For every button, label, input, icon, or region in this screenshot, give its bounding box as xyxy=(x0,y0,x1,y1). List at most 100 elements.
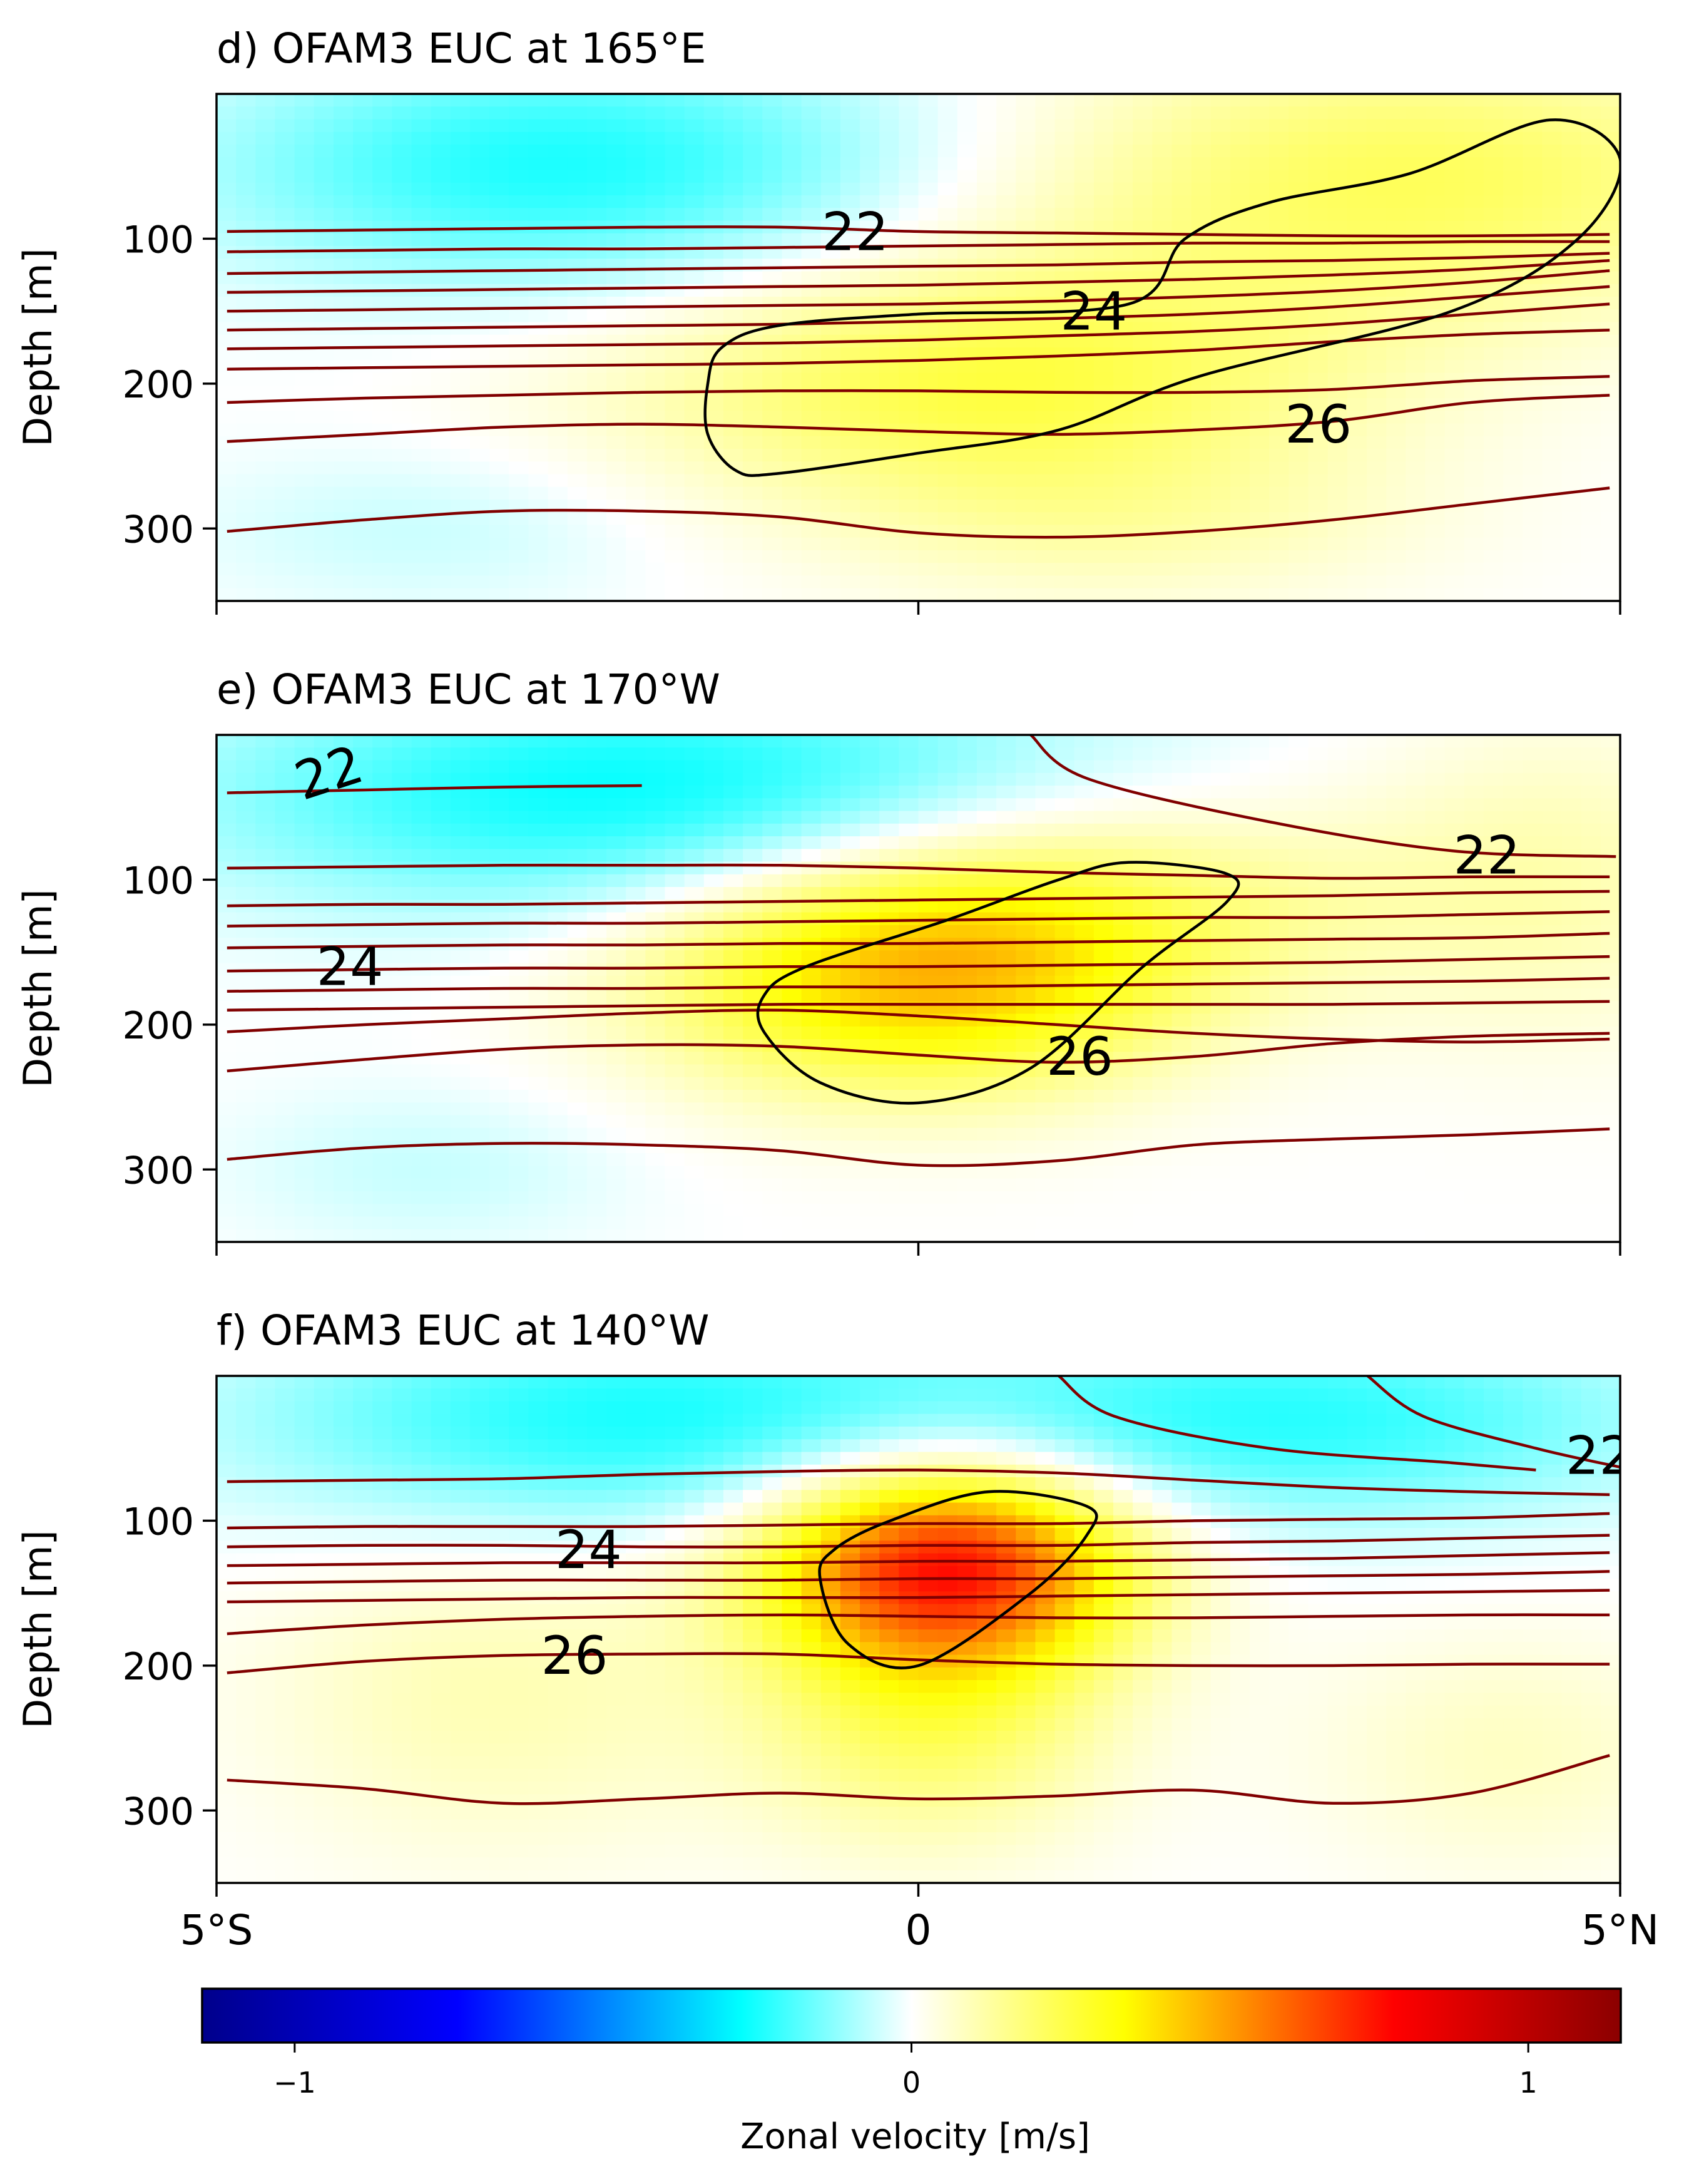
velocity-cell xyxy=(743,849,763,862)
velocity-cell xyxy=(1464,183,1484,196)
velocity-cell xyxy=(1016,786,1036,799)
velocity-cell xyxy=(685,563,705,576)
velocity-cell xyxy=(626,1141,646,1154)
velocity-cell xyxy=(1523,335,1543,348)
velocity-cell xyxy=(1562,449,1582,462)
velocity-cell xyxy=(509,386,529,399)
velocity-cell xyxy=(1152,576,1172,589)
velocity-cell xyxy=(1113,1014,1133,1027)
velocity-cell xyxy=(1562,259,1582,272)
velocity-cell xyxy=(938,761,958,774)
velocity-cell xyxy=(431,347,451,361)
velocity-cell xyxy=(1542,398,1562,411)
velocity-cell xyxy=(412,1077,432,1090)
velocity-cell xyxy=(860,272,880,285)
velocity-cell xyxy=(412,747,432,761)
velocity-cell xyxy=(1269,360,1289,373)
velocity-cell xyxy=(957,487,977,500)
velocity-cell xyxy=(1406,487,1426,500)
velocity-cell xyxy=(1581,309,1601,322)
velocity-cell xyxy=(548,849,568,862)
velocity-cell xyxy=(1562,500,1582,513)
velocity-cell xyxy=(1074,811,1095,824)
velocity-cell xyxy=(217,576,237,589)
velocity-cell xyxy=(1035,170,1055,183)
velocity-cell xyxy=(509,1077,529,1090)
velocity-cell xyxy=(451,525,471,538)
velocity-cell xyxy=(548,747,568,761)
velocity-cell xyxy=(587,120,607,133)
velocity-cell xyxy=(275,811,295,824)
velocity-cell xyxy=(919,1128,939,1141)
velocity-cell xyxy=(665,849,685,862)
velocity-cell xyxy=(860,563,880,576)
velocity-cell xyxy=(1425,120,1445,133)
velocity-cell xyxy=(587,836,607,849)
velocity-cell xyxy=(1484,106,1504,120)
velocity-cell xyxy=(217,761,237,774)
velocity-cell xyxy=(840,170,860,183)
velocity-cell xyxy=(236,436,256,449)
velocity-cell xyxy=(840,836,860,849)
velocity-cell xyxy=(802,1179,822,1192)
velocity-cell xyxy=(1113,424,1133,437)
velocity-cell xyxy=(860,1229,880,1243)
velocity-cell xyxy=(255,836,275,849)
velocity-cell xyxy=(451,106,471,120)
velocity-cell xyxy=(255,120,275,133)
velocity-cell xyxy=(1328,309,1348,322)
velocity-cell xyxy=(1523,550,1543,563)
velocity-cell xyxy=(1133,773,1153,786)
velocity-cell xyxy=(1425,576,1445,589)
velocity-cell xyxy=(451,398,471,411)
velocity-cell xyxy=(626,773,646,786)
velocity-cell xyxy=(743,183,763,196)
velocity-cell xyxy=(470,950,490,963)
velocity-cell xyxy=(451,550,471,563)
velocity-cell xyxy=(1074,563,1095,576)
velocity-cell xyxy=(802,272,822,285)
velocity-cell xyxy=(743,106,763,120)
velocity-cell xyxy=(957,411,977,424)
velocity-cell xyxy=(1542,106,1562,120)
velocity-cell xyxy=(568,538,588,551)
velocity-cell xyxy=(1074,106,1095,120)
velocity-cell xyxy=(1035,183,1055,196)
velocity-cell xyxy=(1055,411,1075,424)
velocity-cell xyxy=(509,862,529,875)
velocity-cell xyxy=(255,373,275,386)
velocity-cell xyxy=(762,449,782,462)
velocity-cell xyxy=(470,1217,490,1230)
velocity-cell xyxy=(704,411,724,424)
velocity-cell xyxy=(1191,157,1212,170)
velocity-cell xyxy=(528,398,548,411)
velocity-cell xyxy=(1309,221,1329,234)
velocity-cell xyxy=(1035,1141,1055,1154)
velocity-cell xyxy=(353,1065,373,1078)
velocity-cell xyxy=(1113,1204,1133,1217)
velocity-cell xyxy=(1074,550,1095,563)
velocity-cell xyxy=(412,1204,432,1217)
velocity-cell xyxy=(821,925,841,938)
velocity-cell xyxy=(451,157,471,170)
velocity-cell xyxy=(548,900,568,913)
velocity-cell xyxy=(236,145,256,158)
velocity-cell xyxy=(217,500,237,513)
velocity-cell xyxy=(1367,208,1387,221)
velocity-cell xyxy=(1211,512,1231,525)
velocity-cell xyxy=(528,449,548,462)
velocity-cell xyxy=(353,183,373,196)
velocity-cell xyxy=(1152,588,1172,602)
velocity-cell xyxy=(645,233,665,247)
velocity-cell xyxy=(1055,347,1075,361)
velocity-cell xyxy=(295,925,315,938)
velocity-cell xyxy=(665,120,685,133)
velocity-cell xyxy=(1562,512,1582,525)
velocity-cell xyxy=(1581,411,1601,424)
velocity-cell xyxy=(1055,925,1075,938)
velocity-cell xyxy=(217,811,237,824)
velocity-cell xyxy=(1055,360,1075,373)
velocity-cell xyxy=(1211,246,1231,259)
velocity-cell xyxy=(626,195,646,208)
velocity-cell xyxy=(762,773,782,786)
